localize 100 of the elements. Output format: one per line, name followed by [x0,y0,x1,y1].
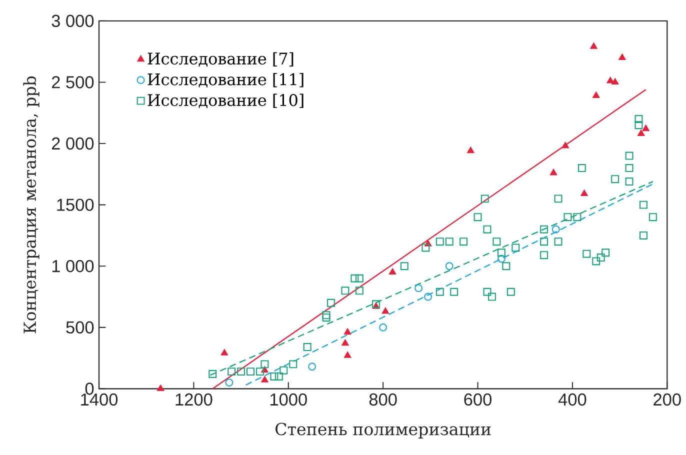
point [648,213,657,222]
x-tick-label: 400 [558,394,586,406]
point [274,372,283,381]
point [225,378,234,387]
point [483,288,492,296]
point [580,190,588,196]
point [554,238,562,246]
point [590,42,598,50]
point [341,286,350,295]
point [611,175,620,184]
point [642,125,650,132]
point [552,226,560,234]
point [445,238,454,246]
point [436,238,444,246]
point [506,288,515,296]
point [355,286,364,295]
point [492,238,501,246]
point [639,232,648,240]
point [550,169,558,176]
y-tick-label: 2 500 [52,76,94,89]
point [582,250,591,258]
point [467,147,474,154]
point [237,368,246,376]
point [400,262,408,270]
point [379,324,388,332]
y-tick-label: 0 [85,382,94,396]
point [157,384,164,392]
point [342,340,349,346]
y-tick-label: 500 [66,322,94,334]
point [424,293,432,302]
point [228,368,236,376]
point [634,121,643,130]
point [625,152,634,160]
x-tick-label: 200 [654,394,681,406]
point [256,368,264,376]
point [497,248,506,257]
point [488,293,496,302]
point [573,213,582,222]
point [638,130,645,136]
point [436,288,444,296]
point [612,78,619,85]
point [639,201,648,210]
point [592,92,600,98]
point [606,77,614,84]
x-tick-label: 1200 [176,394,212,406]
point [497,255,506,264]
point [480,194,489,203]
point [289,360,298,368]
point [625,178,634,186]
point [220,349,228,356]
point [270,372,278,381]
point [355,274,364,283]
legend-label: Исследование [7] [148,52,294,67]
point [414,284,423,292]
x-tick-label: 800 [369,394,397,406]
legend-label: Исследование [11] [148,73,304,88]
point [303,343,312,352]
point [208,370,217,378]
y-tick-label: 1 000 [52,260,94,272]
point [502,262,510,270]
point [596,254,605,262]
point [389,268,396,275]
point [261,376,268,383]
point [578,164,586,172]
point [564,213,572,222]
point [308,362,316,371]
point [540,251,548,260]
point [540,238,548,246]
point [422,244,430,252]
point [260,360,269,368]
point [460,238,468,246]
point [540,226,548,234]
point [592,257,600,266]
point [554,194,562,203]
point [618,54,626,60]
point [450,288,458,296]
x-tick-label: 1400 [81,394,118,406]
y-tick-label: 2 000 [52,138,94,150]
point [350,274,359,283]
point [322,311,330,320]
point [474,213,482,222]
legend-label: Исследование [10] [148,94,304,108]
point [512,244,520,252]
point [246,368,255,376]
y-tick-label: 1500 [57,198,94,212]
point [625,164,634,172]
y-tick-label: 3 000 [52,15,94,28]
x-axis-title: Степень полимеризации [276,422,491,439]
point [634,115,643,124]
point [372,300,380,308]
point [562,142,569,148]
point [382,308,389,314]
point [280,366,288,375]
point [344,328,352,335]
point [327,299,335,308]
point [344,352,352,358]
point [602,248,610,257]
point [483,226,492,234]
x-tick-label: 1000 [270,394,307,406]
x-tick-label: 600 [464,394,492,406]
